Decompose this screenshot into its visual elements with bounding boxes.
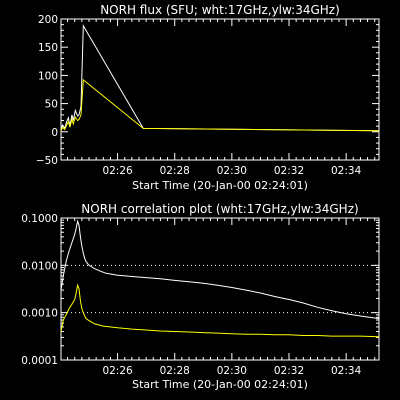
flux-plot-frame: [60, 18, 380, 161]
flux-ytick-label: 200: [38, 14, 58, 26]
correlation-xtick-label: 02:30: [217, 365, 247, 377]
correlation-xtick-label: 02:28: [160, 365, 190, 377]
correlation-series-line: [60, 283, 380, 338]
correlation-x-axis-label: Start Time (20-Jan-00 02:24:01): [132, 378, 308, 391]
flux-xtick-label: 02:32: [274, 165, 304, 177]
correlation-ytick-label: 0.0100: [21, 260, 58, 272]
flux-ytick-label: −50: [36, 155, 58, 167]
correlation-xtick-label: 02:34: [331, 365, 362, 377]
correlation-panel: NORH correlation plot (wht:17GHz,ylw:34G…: [21, 202, 380, 391]
correlation-ticks: 0.0001 0.0010 0.0100 0.1000 02:26 02:28 02:30 0…: [21, 213, 379, 377]
correlation-series: [60, 219, 380, 338]
flux-xtick-label: 02:30: [217, 165, 247, 177]
flux-title: NORH flux (SFU; wht:17GHz,ylw:34GHz): [100, 3, 340, 17]
flux-series: [60, 24, 380, 132]
flux-ytick-label: 150: [38, 42, 58, 54]
flux-xtick-label: 02:28: [160, 165, 190, 177]
correlation-xtick-label: 02:32: [274, 365, 304, 377]
correlation-xtick-label: 02:26: [102, 365, 133, 377]
correlation-series-line: [60, 219, 380, 320]
correlation-ytick-label: 0.0010: [21, 308, 58, 320]
flux-xtick-label: 02:34: [331, 165, 362, 177]
flux-xtick-label: 02:26: [102, 165, 133, 177]
correlation-ytick-label: 0.1000: [21, 213, 58, 225]
correlation-title: NORH correlation plot (wht:17GHz,ylw:34G…: [81, 202, 358, 216]
flux-ytick-label: 100: [38, 70, 58, 82]
flux-x-axis-label: Start Time (20-Jan-00 02:24:01): [132, 179, 308, 192]
flux-ytick-label: 0: [51, 127, 58, 139]
correlation-ytick-label: 0.0001: [21, 355, 58, 367]
flux-series-line: [60, 78, 380, 132]
flux-ytick-label: 50: [45, 99, 58, 111]
flux-panel: NORH flux (SFU; wht:17GHz,ylw:34GHz) −50…: [36, 3, 380, 192]
correlation-reference-lines: [71, 264, 379, 314]
flux-series-line: [60, 24, 380, 132]
flux-ticks: −50 0 50 100 150 200 02:26 02:28 02:30 02:32 02:34: [36, 14, 379, 177]
